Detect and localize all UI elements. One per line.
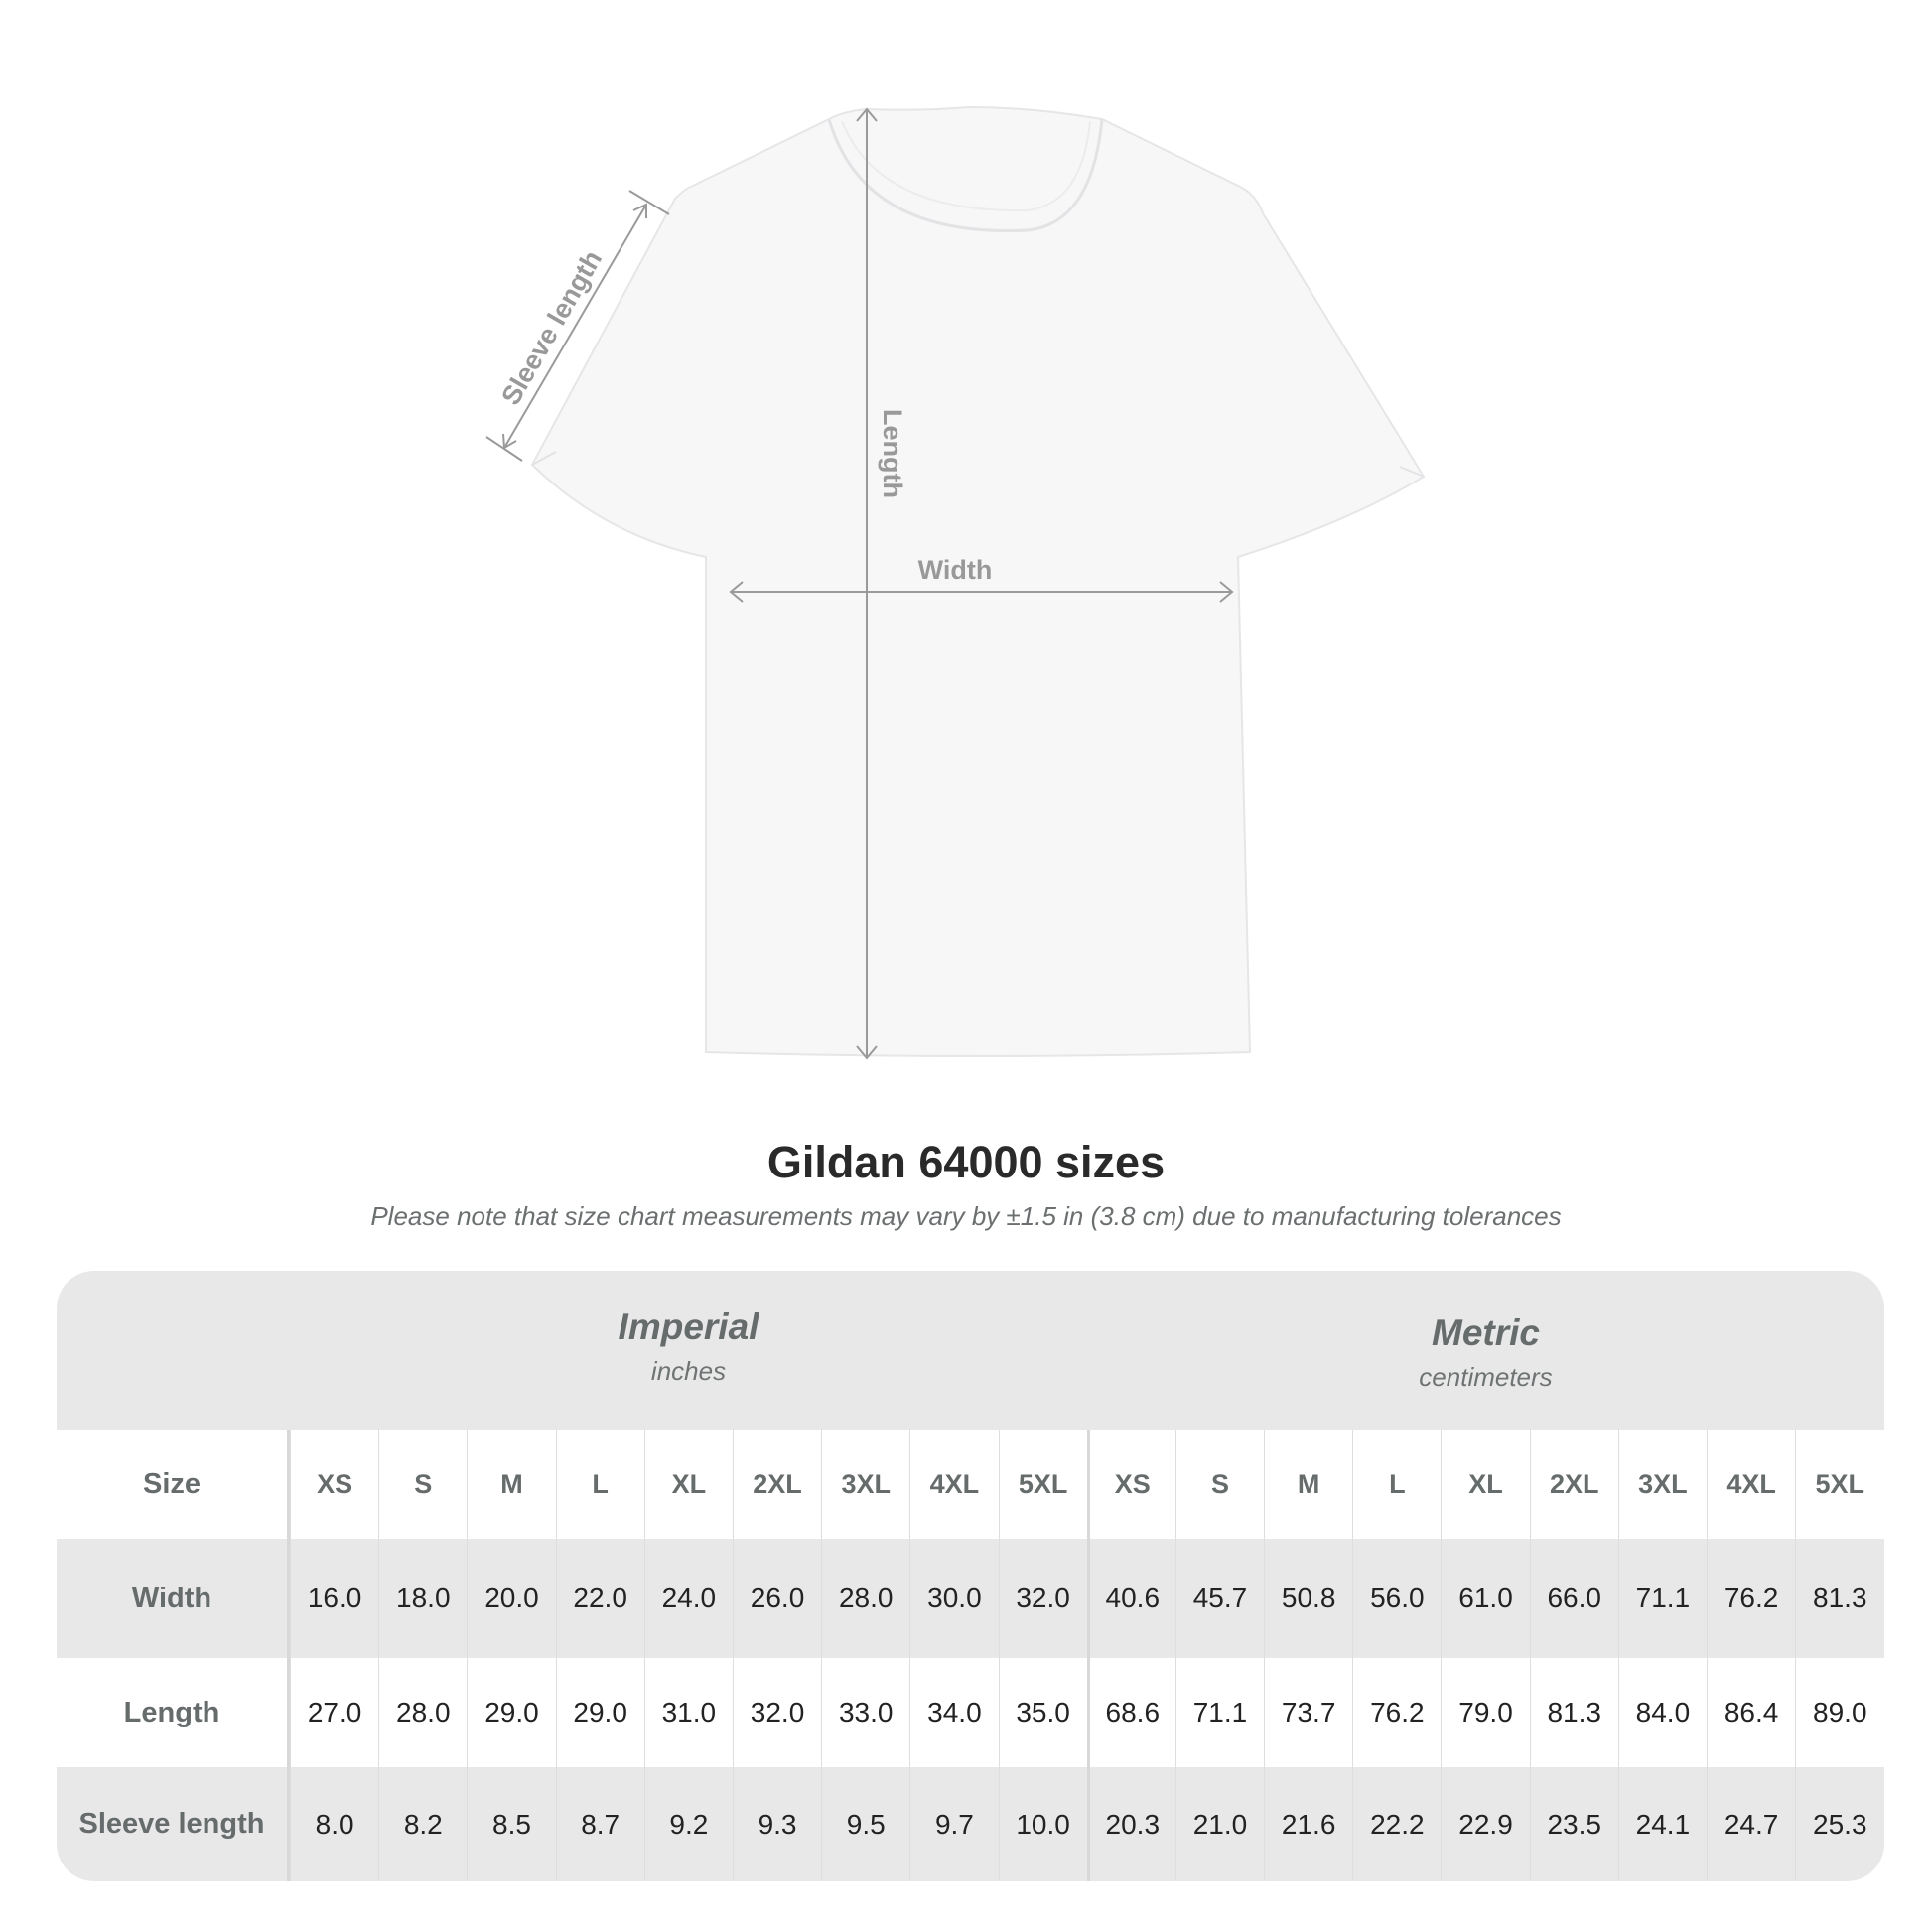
metric-value-cell: 71.1 (1174, 1658, 1264, 1767)
metric-value-cell: 40.6 (1086, 1539, 1175, 1658)
metric-title: Metric (1432, 1312, 1540, 1353)
metric-value-cell: 56.0 (1352, 1539, 1441, 1658)
imperial-value-cell: 31.0 (643, 1658, 733, 1767)
metric-size-header: 4XL (1707, 1430, 1795, 1539)
size-label: Size (57, 1430, 290, 1539)
metric-value-cell: 22.2 (1352, 1767, 1441, 1881)
imperial-value-cell: 8.5 (467, 1767, 555, 1881)
metric-unit: centimeters (1419, 1362, 1553, 1392)
metric-size-header: 2XL (1529, 1430, 1618, 1539)
metric-value-cell: 71.1 (1617, 1539, 1707, 1658)
metric-size-header: M (1264, 1430, 1352, 1539)
metric-value-cell: 61.0 (1441, 1539, 1529, 1658)
metric-value-cell: 25.3 (1795, 1767, 1883, 1881)
imperial-value-cell: 27.0 (290, 1658, 378, 1767)
metric-size-header: L (1352, 1430, 1441, 1539)
imperial-value-cell: 8.7 (555, 1767, 644, 1881)
row-label: Width (57, 1539, 290, 1658)
page-title: Gildan 64000 sizes (766, 1137, 1166, 1187)
width-label: Width (918, 555, 993, 585)
metric-value-cell: 50.8 (1264, 1539, 1352, 1658)
imperial-value-cell: 29.0 (555, 1658, 644, 1767)
imperial-value-cell: 28.0 (821, 1539, 909, 1658)
imperial-value-cell: 20.0 (467, 1539, 555, 1658)
sleeve-arrow (503, 204, 647, 449)
metric-value-cell: 21.6 (1264, 1767, 1352, 1881)
metric-size-header: 5XL (1795, 1430, 1883, 1539)
metric-size-header: S (1174, 1430, 1264, 1539)
metric-value-cell: 81.3 (1529, 1658, 1618, 1767)
metric-value-cell: 24.7 (1707, 1767, 1795, 1881)
metric-value-cell: 73.7 (1264, 1658, 1352, 1767)
metric-value-cell: 21.0 (1174, 1767, 1264, 1881)
imperial-value-cell: 8.2 (378, 1767, 467, 1881)
row-label: Sleeve length (57, 1767, 290, 1881)
imperial-value-cell: 29.0 (467, 1658, 555, 1767)
imperial-value-cell: 28.0 (378, 1658, 467, 1767)
metric-value-cell: 84.0 (1617, 1658, 1707, 1767)
imperial-value-cell: 18.0 (378, 1539, 467, 1658)
metric-value-cell: 45.7 (1174, 1539, 1264, 1658)
imperial-value-cell: 9.7 (909, 1767, 998, 1881)
metric-value-cell: 23.5 (1529, 1767, 1618, 1881)
imperial-size-header: 4XL (909, 1430, 998, 1539)
imperial-value-cell: 32.0 (732, 1658, 821, 1767)
tshirt-image (530, 105, 1426, 1057)
metric-size-header: XL (1441, 1430, 1529, 1539)
imperial-unit: inches (650, 1356, 727, 1386)
imperial-size-header: L (555, 1430, 644, 1539)
metric-size-header: XS (1086, 1430, 1175, 1539)
metric-value-cell: 89.0 (1795, 1658, 1883, 1767)
imperial-value-cell: 26.0 (732, 1539, 821, 1658)
table-row: Width 16.0 18.0 20.0 22.0 24.0 26.0 28.0 30.0 32.… (57, 1539, 1884, 1658)
imperial-value-cell: 9.2 (643, 1767, 733, 1881)
imperial-size-header: XL (643, 1430, 733, 1539)
imperial-size-header: M (467, 1430, 555, 1539)
metric-value-cell: 86.4 (1707, 1658, 1795, 1767)
metric-header: Metric centimeters (1087, 1271, 1884, 1430)
metric-value-cell: 68.6 (1086, 1658, 1175, 1767)
metric-value-cell: 24.1 (1617, 1767, 1707, 1881)
imperial-value-cell: 9.5 (821, 1767, 909, 1881)
size-table: Imperial inches Metric centimeters Size X… (57, 1271, 1884, 1881)
imperial-value-cell: 35.0 (998, 1658, 1087, 1767)
metric-value-cell: 20.3 (1086, 1767, 1175, 1881)
imperial-title: Imperial (618, 1307, 759, 1347)
metric-value-cell: 76.2 (1707, 1539, 1795, 1658)
metric-value-cell: 76.2 (1352, 1658, 1441, 1767)
imperial-value-cell: 9.3 (732, 1767, 821, 1881)
length-label: Length (878, 409, 907, 498)
imperial-value-cell: 8.0 (290, 1767, 378, 1881)
tshirt-measurement-diagram: Sleeve length Length Width (485, 105, 1426, 1060)
imperial-value-cell: 22.0 (555, 1539, 644, 1658)
size-header-row: Size XS S M L XL 2XL 3XL 4XL 5XL XS S M L XL 2XL 3XL 4XL 5… (57, 1430, 1884, 1539)
metric-value-cell: 22.9 (1441, 1767, 1529, 1881)
imperial-value-cell: 32.0 (998, 1539, 1087, 1658)
imperial-size-header: 3XL (821, 1430, 909, 1539)
metric-value-cell: 81.3 (1795, 1539, 1883, 1658)
imperial-header: Imperial inches (290, 1271, 1087, 1430)
tolerance-note: Please note that size chart measurements… (370, 1201, 1562, 1231)
imperial-size-header: 5XL (998, 1430, 1087, 1539)
imperial-value-cell: 24.0 (643, 1539, 733, 1658)
metric-size-header: 3XL (1617, 1430, 1707, 1539)
imperial-size-header: S (378, 1430, 467, 1539)
row-label: Length (57, 1658, 290, 1767)
table-row: Sleeve length 8.0 8.2 8.5 8.7 9.2 9.3 9.5 9.7 10.… (57, 1767, 1884, 1881)
table-row: Length 27.0 28.0 29.0 29.0 31.0 32.0 33.0 34.0 35… (57, 1658, 1884, 1767)
imperial-size-header: XS (290, 1430, 378, 1539)
imperial-value-cell: 16.0 (290, 1539, 378, 1658)
unit-header-band (57, 1271, 1884, 1430)
imperial-value-cell: 10.0 (998, 1767, 1087, 1881)
imperial-value-cell: 34.0 (909, 1658, 998, 1767)
metric-value-cell: 79.0 (1441, 1658, 1529, 1767)
imperial-value-cell: 30.0 (909, 1539, 998, 1658)
imperial-value-cell: 33.0 (821, 1658, 909, 1767)
metric-value-cell: 66.0 (1529, 1539, 1618, 1658)
imperial-size-header: 2XL (732, 1430, 821, 1539)
